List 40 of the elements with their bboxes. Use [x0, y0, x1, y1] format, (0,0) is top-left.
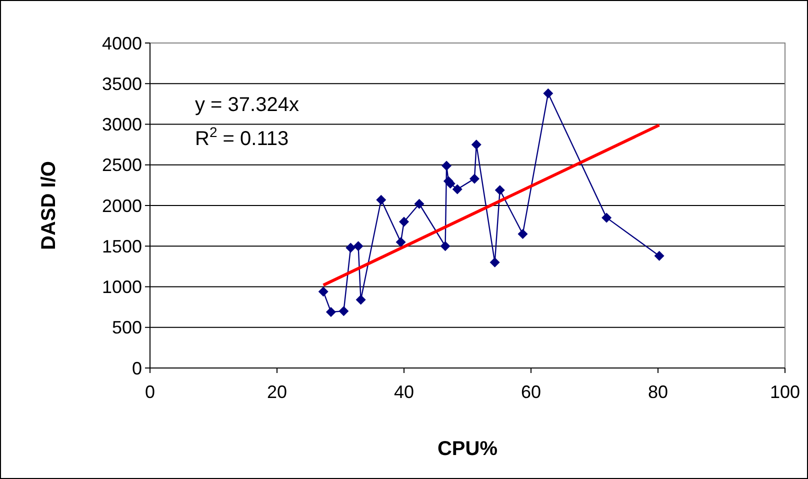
point: [396, 237, 406, 248]
x-tick-label: 60: [520, 382, 542, 402]
annotation: R$^{2}$ = 0.113: [195, 124, 289, 150]
y-tick-label: 2000: [102, 196, 142, 216]
point: [376, 194, 386, 205]
point: [654, 250, 664, 261]
y-axis-title: DASD I/O: [38, 161, 60, 250]
x-tick-label: 100: [770, 382, 800, 402]
point: [399, 216, 409, 227]
y-tick-label: 1500: [102, 236, 142, 256]
point: [442, 160, 452, 171]
point: [346, 242, 356, 253]
point: [440, 241, 450, 252]
point: [326, 306, 336, 317]
point: [338, 306, 349, 316]
point: [471, 140, 482, 150]
point: [490, 257, 500, 268]
y-tick-label: 2500: [102, 155, 142, 176]
x-tick-label: 80: [648, 382, 668, 402]
y-tick-label: 4000: [102, 33, 142, 54]
y-tick-label: 3500: [102, 74, 142, 94]
point: [353, 241, 364, 252]
point: [452, 184, 462, 194]
x-tick-label: 0: [144, 382, 156, 402]
point: [318, 286, 328, 297]
point: [414, 198, 424, 209]
x-tick-label: 20: [266, 382, 288, 402]
x-tick-label: 40: [394, 382, 414, 402]
y-tick-label: 1000: [102, 277, 142, 298]
point: [518, 228, 528, 239]
annotation: y = 37.324x: [195, 94, 299, 116]
point: [469, 174, 480, 184]
x-axis-title: CPU%: [437, 438, 498, 460]
point: [543, 88, 554, 98]
point: [356, 294, 366, 305]
y-tick-label: 500: [112, 318, 142, 338]
y-tick-label: 3000: [102, 114, 142, 135]
y-tick-label: 0: [132, 358, 142, 378]
point: [494, 185, 505, 196]
point: [602, 212, 612, 223]
